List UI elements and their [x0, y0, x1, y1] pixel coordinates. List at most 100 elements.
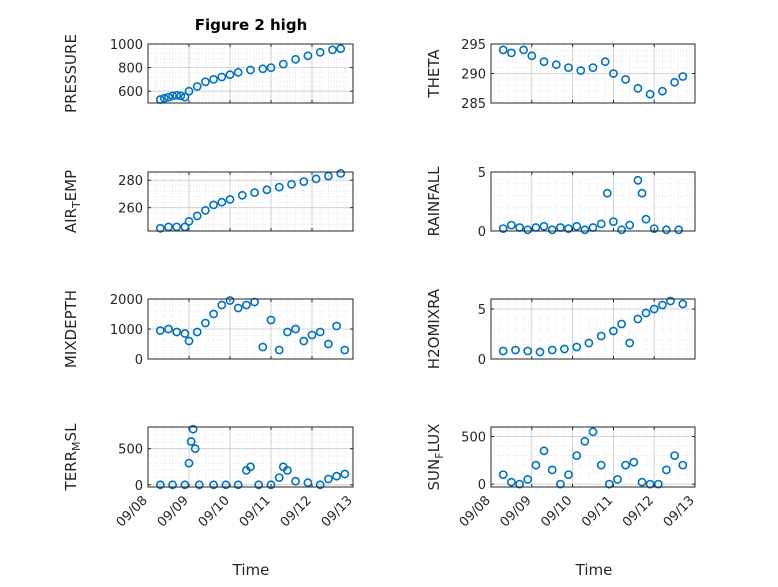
y-tick-label: 1000 [110, 38, 143, 53]
panel-terr_msl: 0 500 TERRMSL 09/08 09/09 09/10 09/11 09/12 09/1… [62, 423, 356, 530]
series-h2omixra [498, 296, 688, 357]
data-point [180, 222, 190, 232]
data-point [617, 319, 626, 329]
x-tick-label: 09/08 [457, 493, 494, 530]
data-point [596, 331, 606, 341]
data-point [209, 200, 218, 210]
data-point [282, 465, 292, 475]
data-point [564, 63, 573, 72]
data-point [323, 474, 333, 484]
data-point [246, 65, 255, 75]
data-point [315, 47, 325, 57]
data-point [602, 188, 612, 198]
data-point [233, 303, 243, 313]
data-point [164, 92, 173, 102]
data-point [670, 451, 679, 460]
data-point [180, 329, 190, 338]
data-point [225, 194, 235, 204]
x-tick-label: 09/12 [278, 493, 315, 530]
series-airtemp [155, 168, 346, 233]
data-point [637, 188, 647, 198]
data-point [217, 197, 227, 207]
panel-pressure: 600 800 1000 PRESSURE [62, 34, 354, 113]
y-axis-label: H2OMIXRA [425, 288, 443, 369]
data-point [184, 86, 194, 96]
data-point [217, 300, 227, 310]
data-point [221, 480, 231, 490]
data-point [551, 60, 561, 70]
data-point [613, 474, 622, 484]
data-point [539, 446, 549, 456]
data-point [596, 219, 606, 229]
data-point [172, 327, 182, 337]
y-tick-label: 1000 [110, 323, 143, 338]
data-point [209, 75, 218, 84]
y-tick-label: 800 [118, 62, 143, 77]
data-point [291, 324, 300, 334]
data-point [564, 470, 573, 479]
data-point [241, 300, 251, 310]
data-point [209, 309, 218, 319]
data-point [580, 225, 590, 235]
figure-title: Figure 2 high [195, 16, 308, 34]
data-point [625, 220, 635, 230]
data-point [266, 315, 276, 325]
data-point [633, 314, 643, 324]
axes-box [147, 426, 354, 488]
data-point [274, 345, 284, 355]
data-point [580, 436, 590, 446]
data-point [192, 327, 202, 337]
data-point [250, 297, 259, 307]
data-point [539, 221, 549, 231]
data-point [155, 480, 165, 490]
data-point [572, 221, 582, 231]
data-point [340, 469, 350, 479]
y-axis-label: MIXDEPTH [62, 290, 80, 368]
data-point [209, 480, 218, 490]
data-point [617, 225, 626, 235]
data-point [311, 174, 321, 184]
data-point [192, 82, 202, 91]
plot-area [491, 172, 695, 231]
data-point [274, 182, 284, 192]
x-tick-label: 09/11 [237, 493, 274, 530]
minor-grid [491, 172, 695, 231]
data-point [307, 330, 317, 340]
data-point [678, 460, 688, 470]
y-axis-label: PRESSURE [62, 34, 80, 113]
data-point [155, 326, 165, 335]
axes-box [490, 171, 696, 232]
minor-grid [491, 44, 695, 103]
data-point [678, 72, 688, 81]
panel-sun_flux: 0 500 SUNFLUX 09/08 09/09 09/10 09/11 09/12 09/1… [425, 424, 698, 531]
data-point [576, 66, 586, 75]
data-point [498, 45, 508, 55]
x-tick-label: 09/11 [579, 493, 616, 530]
data-point [649, 224, 659, 233]
y-axis-label: THETA [425, 49, 443, 99]
data-point [531, 460, 541, 470]
data-point [523, 474, 533, 484]
data-point [506, 477, 516, 487]
data-point [155, 223, 165, 233]
data-point [233, 480, 243, 490]
data-point [192, 211, 202, 221]
y-axis-label: TERRMSL [62, 423, 83, 492]
data-point [678, 299, 688, 309]
x-tick-label: 09/10 [538, 493, 575, 530]
data-point [332, 471, 341, 481]
data-point [225, 296, 235, 305]
xlabel-right: Time [575, 561, 613, 579]
data-point [600, 57, 610, 67]
data-point [184, 216, 194, 226]
data-point [515, 479, 524, 489]
y-tick-label: 0 [478, 478, 486, 493]
data-point [633, 175, 643, 185]
data-point [572, 451, 582, 460]
data-point [547, 345, 557, 355]
y-tick-label: 5 [478, 303, 486, 318]
data-point [670, 77, 679, 87]
panel-theta: 285 290 295 THETA [425, 38, 696, 112]
